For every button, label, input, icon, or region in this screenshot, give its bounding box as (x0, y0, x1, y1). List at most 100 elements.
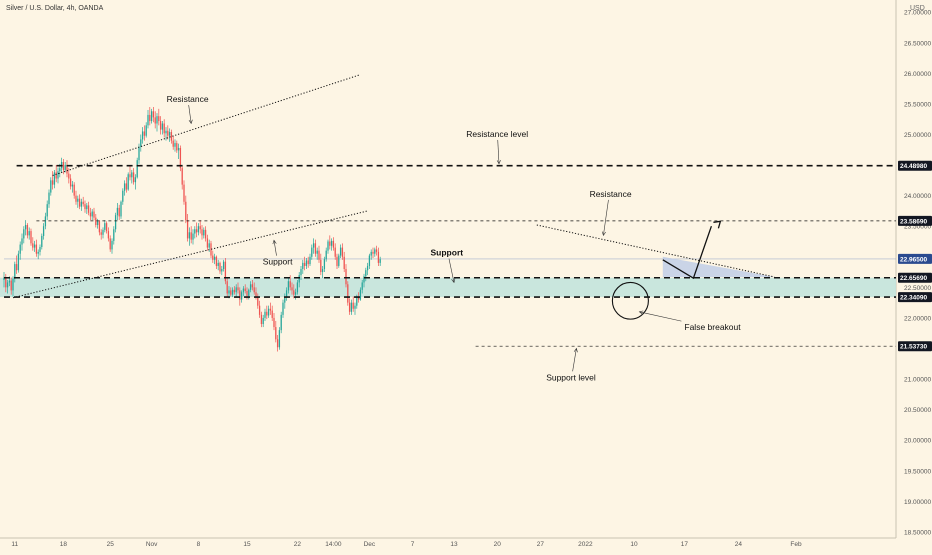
candle (327, 241, 329, 251)
candle (352, 302, 354, 309)
candle (303, 262, 306, 266)
candle (345, 269, 347, 285)
chart-title: Silver / U.S. Dollar, 4h, OANDA (6, 5, 104, 12)
triangle-pattern (662, 256, 775, 277)
candle (129, 174, 131, 178)
candle (125, 183, 128, 190)
y-tick-label: 23.50000 (904, 224, 931, 231)
candle (208, 243, 210, 248)
annotation-6: Support level (546, 372, 596, 382)
candle (336, 256, 338, 266)
candle (379, 259, 381, 263)
candle (15, 264, 18, 271)
candle (111, 240, 113, 250)
annotation-arrowhead-0 (188, 119, 193, 125)
candle (366, 265, 369, 271)
candle (287, 281, 290, 291)
x-tick-label: 20 (494, 541, 502, 548)
candle (37, 251, 39, 254)
candle (372, 251, 374, 254)
currency-label: USD (910, 5, 925, 12)
candle (150, 111, 153, 122)
price-label: 22.34090 (900, 295, 927, 302)
candle (163, 123, 165, 134)
candle (375, 249, 378, 252)
candle (350, 302, 353, 312)
x-tick-label: 27 (537, 541, 545, 548)
candle (197, 226, 200, 233)
projection-path (662, 225, 713, 280)
candle (244, 288, 246, 292)
candle (19, 244, 21, 254)
candle (305, 260, 308, 266)
price-label: 24.48980 (900, 163, 927, 170)
candle (143, 131, 146, 136)
candle (253, 287, 255, 293)
candle (3, 277, 5, 281)
candle (141, 131, 144, 140)
candle (23, 229, 25, 239)
candle (123, 183, 126, 191)
candle (114, 215, 117, 230)
candle (298, 275, 300, 283)
price-label-box (898, 160, 932, 171)
candle (370, 251, 372, 256)
candle (201, 229, 203, 236)
candle (66, 165, 68, 174)
candle (194, 229, 196, 234)
candle (267, 308, 270, 316)
candle (248, 289, 250, 296)
y-tick-label: 20.50000 (904, 407, 931, 414)
candle (221, 269, 223, 272)
candle (174, 143, 176, 147)
annotation-arrowhead-5 (638, 310, 644, 315)
candle (278, 330, 281, 348)
candle (140, 139, 142, 147)
candle (152, 111, 155, 118)
candle (73, 184, 75, 196)
price-label: 22.96500 (900, 256, 927, 263)
candle (348, 302, 351, 312)
candle (122, 190, 124, 202)
x-tick-label: Dec (364, 541, 376, 548)
candle (98, 221, 101, 233)
candle (235, 287, 237, 293)
candle (24, 224, 27, 230)
candle (280, 314, 282, 331)
candle (136, 160, 138, 178)
x-tick-label: 14:00 (325, 541, 342, 548)
candle (131, 172, 133, 178)
candle (217, 262, 219, 266)
candle (55, 172, 57, 179)
candle (329, 241, 331, 246)
candle (149, 114, 151, 122)
candle (309, 256, 311, 265)
x-tick-label: 24 (735, 541, 743, 548)
annotation-arrow-2 (273, 240, 277, 256)
x-tick-label: 22 (294, 541, 302, 548)
support-zone (0, 277, 896, 298)
price-label-box (898, 341, 932, 352)
y-tick-label: 22.00000 (904, 315, 931, 322)
candle (224, 261, 227, 282)
candle (39, 246, 41, 252)
candle (57, 171, 59, 179)
candle (6, 282, 9, 288)
candle (258, 305, 261, 315)
projection-arrowhead (713, 220, 722, 229)
candle (343, 256, 345, 269)
candle (183, 184, 185, 202)
candle (294, 292, 297, 295)
candle (59, 168, 61, 172)
candle (116, 207, 119, 216)
x-tick-label: 10 (630, 541, 638, 548)
annotation-arrowhead-1 (496, 160, 501, 165)
candle (190, 232, 192, 240)
candle (307, 260, 309, 265)
candle (260, 314, 263, 325)
candle (33, 244, 36, 248)
candle (257, 296, 259, 306)
